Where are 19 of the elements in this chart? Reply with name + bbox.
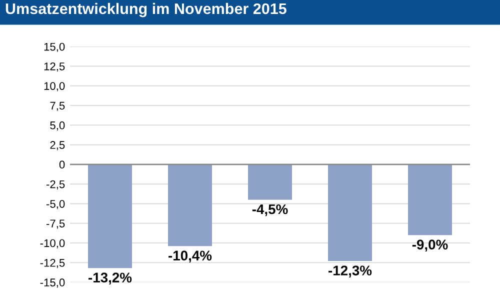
chart-title: Umsatzentwicklung im November 2015 [6,2,286,18]
y-tick-label: -7,5 [46,220,65,229]
data-label: -12,3% [328,266,372,278]
y-tick-label: -5,0 [46,200,65,210]
y-tick-label: 2,5 [50,141,65,150]
y-tick-label: -15,0 [40,278,65,288]
data-label: -13,2% [88,272,132,285]
y-tick-label: 15,0 [44,42,65,52]
data-label: -10,4% [168,250,212,263]
y-tick-label: 7,5 [50,102,65,111]
y-tick-label: 12,5 [44,62,65,72]
data-label: -9,0% [412,240,448,252]
y-tick-label: -2,5 [46,180,65,190]
y-tick-label: 10,0 [44,82,65,92]
data-label: -4,5% [252,204,288,216]
y-tick-label: 0 [59,160,65,169]
y-tick-label: -10,0 [40,239,65,248]
y-tick-label: 5,0 [50,121,65,131]
y-tick-label: -12,5 [40,258,65,268]
